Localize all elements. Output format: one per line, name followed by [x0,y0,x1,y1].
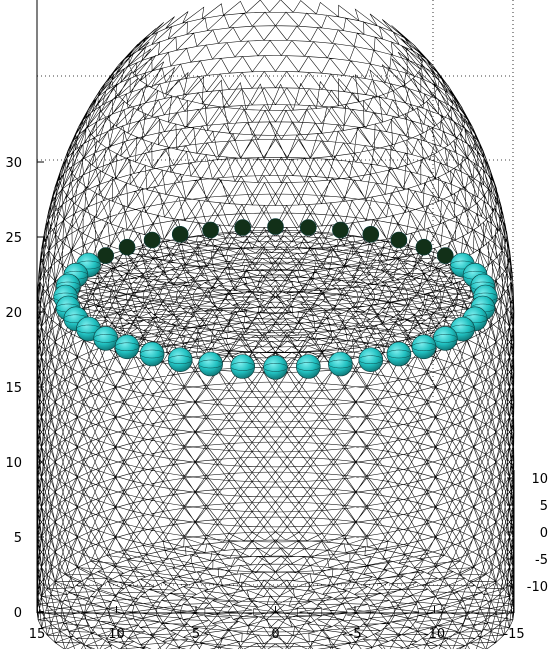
sphere-marker [391,232,407,248]
sphere-point [94,326,118,350]
sphere-marker [328,352,352,376]
sphere-marker [172,226,188,242]
z-tick-label: 15 [5,381,22,396]
sphere-point [264,355,288,379]
sphere-marker [296,355,320,379]
sphere-marker [140,342,164,366]
z-tick-label: 20 [5,306,22,321]
sphere-point [391,232,407,248]
sphere-marker [264,355,288,379]
sphere-marker [115,335,139,359]
y-tick-label: -5 [535,553,548,568]
sphere-marker [203,222,219,238]
sphere-point [235,220,251,236]
sphere-marker [168,348,192,372]
sphere-point [332,222,348,238]
y-tick-label: 5 [540,499,548,514]
sphere-marker [144,232,160,248]
sphere-marker [359,348,383,372]
y-tick-label: -10 [527,580,548,595]
x-tick-label: -15 [503,627,524,642]
y-tick-label: 10 [531,472,548,487]
x-tick-label: 15 [29,627,46,642]
sphere-point [268,219,284,235]
sphere-marker [387,342,411,366]
x-tick-label: -10 [424,627,445,642]
sphere-point [412,335,436,359]
sphere-point [168,348,192,372]
sphere-point [119,239,135,255]
sphere-marker [119,239,135,255]
sphere-marker [94,326,118,350]
sphere-marker [416,239,432,255]
sphere-marker [199,352,223,376]
x-tick-label: 0 [271,627,279,642]
sphere-point [115,335,139,359]
mesh-lines [37,0,514,649]
sphere-point [203,222,219,238]
sphere-point [199,352,223,376]
z-tick-label: 25 [5,231,22,246]
sphere-point [363,226,379,242]
sphere-marker [412,335,436,359]
wireframe-mesh [37,0,514,649]
sphere-point [433,326,457,350]
sphere-point [296,355,320,379]
sphere-point [144,232,160,248]
z-tick-label: 30 [5,156,22,171]
sphere-marker [268,219,284,235]
sphere-point [328,352,352,376]
sphere-point [416,239,432,255]
x-tick-label: 5 [192,627,200,642]
z-tick-label: 10 [5,456,22,471]
x-tick-label: -5 [349,627,362,642]
sphere-point [231,355,255,379]
z-tick-label: 0 [14,606,22,621]
axes [37,0,514,613]
sphere-point [172,226,188,242]
x-tick-label: 10 [108,627,125,642]
z-tick-label: 5 [14,531,22,546]
sphere-marker [363,226,379,242]
sphere-marker [300,220,316,236]
sphere-point [300,220,316,236]
y-tick-label: 0 [540,526,548,541]
sphere-marker [235,220,251,236]
sphere-point [359,348,383,372]
sphere-marker [231,355,255,379]
sphere-marker [433,326,457,350]
sphere-marker [332,222,348,238]
sphere-point [387,342,411,366]
sphere-ring [54,219,498,380]
sphere-point [140,342,164,366]
z-tick-labels: 0 5 10 15 20 25 30 [5,156,44,621]
